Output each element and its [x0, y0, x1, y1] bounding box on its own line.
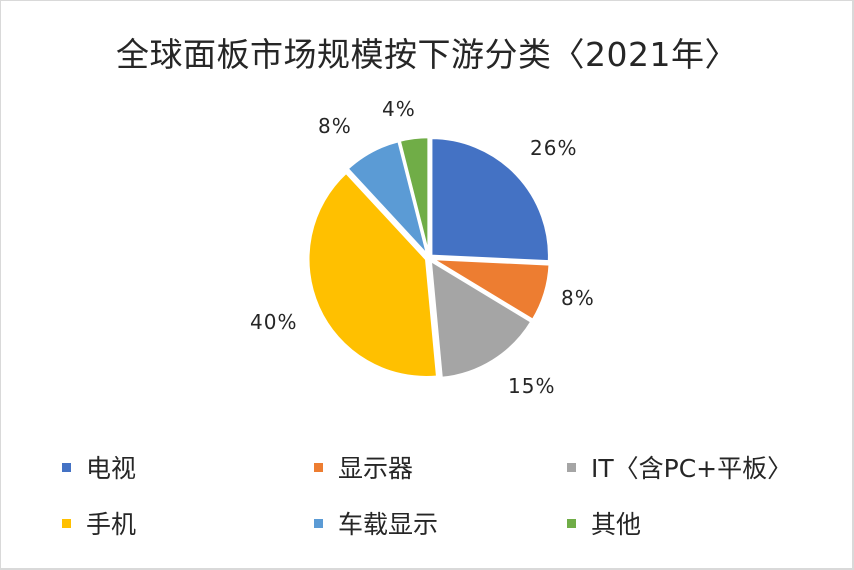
legend-label: 电视	[86, 454, 137, 483]
data-label-other: 4%	[382, 97, 416, 121]
legend-item-tv[interactable]: 电视	[62, 449, 136, 485]
pie-slice-monitor[interactable]	[430, 257, 551, 322]
legend-item-phone[interactable]: 手机	[62, 505, 136, 541]
data-label-phone: 40%	[250, 310, 298, 334]
pie-slice-phone[interactable]	[307, 171, 439, 379]
chart-title: 全球面板市场规模按下游分类〈2021年〉	[116, 35, 738, 74]
legend-marker-square-icon	[314, 462, 323, 472]
legend-marker-square-icon	[567, 518, 576, 528]
legend-label: 其他	[591, 510, 642, 539]
data-label-tv: 26%	[530, 136, 578, 160]
legend-label: 显示器	[338, 454, 414, 483]
legend-marker-square-icon	[567, 462, 576, 472]
data-label-monitor: 8%	[561, 286, 595, 310]
legend-item-other[interactable]: 其他	[567, 505, 641, 541]
pie-slice-it[interactable]	[429, 259, 533, 380]
legend-marker-square-icon	[62, 462, 71, 472]
legend-label: 手机	[86, 510, 137, 539]
legend-label: IT〈含PC+平板〉	[591, 454, 793, 483]
legend-item-it[interactable]: IT〈含PC+平板〉	[567, 449, 792, 485]
data-label-auto: 8%	[318, 114, 352, 138]
pie-slice-other[interactable]	[398, 135, 430, 257]
legend-item-auto[interactable]: 车载显示	[314, 505, 438, 541]
legend-label: 车载显示	[338, 510, 439, 539]
legend-marker-square-icon	[314, 518, 323, 528]
legend-item-monitor[interactable]: 显示器	[314, 449, 413, 485]
pie-slice-tv[interactable]	[429, 136, 551, 263]
data-label-it: 15%	[508, 374, 556, 398]
legend-marker-square-icon	[62, 518, 71, 528]
